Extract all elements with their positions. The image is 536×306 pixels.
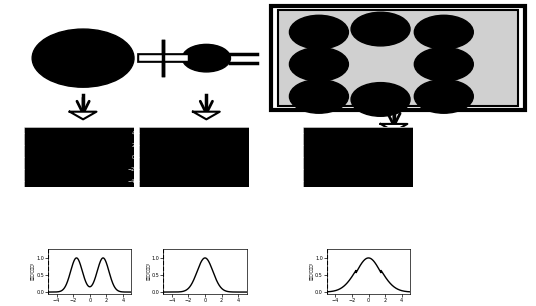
Circle shape (351, 83, 410, 116)
Circle shape (414, 47, 473, 81)
Circle shape (414, 15, 473, 49)
Bar (271, 6, 525, 110)
Circle shape (289, 15, 348, 49)
Text: 光强度(归一化): 光强度(归一化) (145, 262, 150, 280)
Text: 光强度(归一化): 光强度(归一化) (30, 262, 34, 280)
Polygon shape (193, 112, 220, 119)
Circle shape (351, 12, 410, 46)
Circle shape (414, 80, 473, 113)
Bar (278, 10, 518, 106)
Polygon shape (70, 112, 96, 119)
Circle shape (182, 44, 230, 72)
Circle shape (32, 29, 134, 87)
Text: 光强度(归一化): 光强度(归一化) (309, 262, 313, 280)
Circle shape (289, 47, 348, 81)
Polygon shape (381, 124, 407, 132)
Circle shape (289, 80, 348, 113)
